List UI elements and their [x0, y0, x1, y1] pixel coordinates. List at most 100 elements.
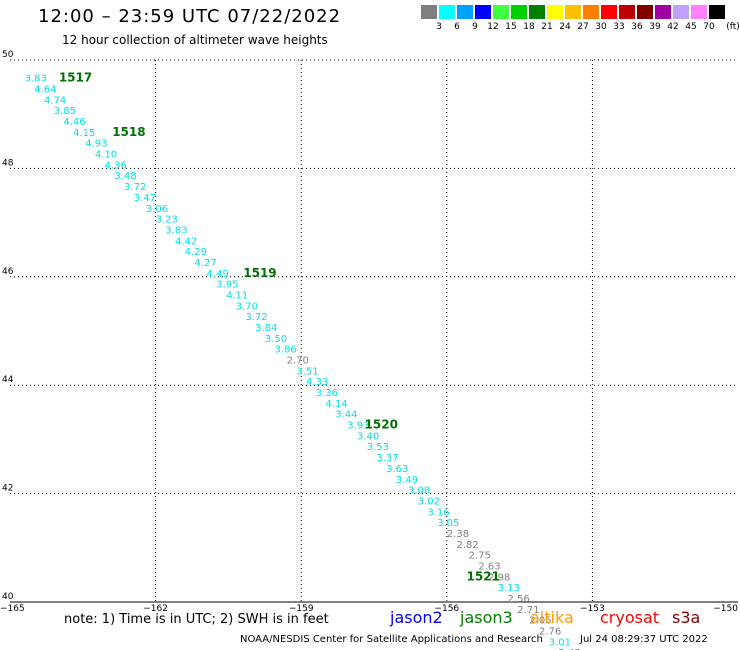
- swh-value: 3.37: [376, 453, 398, 464]
- swh-value: 2.45: [558, 648, 580, 650]
- legend-swatch: [637, 5, 653, 19]
- legend-swatch: [421, 5, 437, 19]
- footer-note: note: 1) Time is in UTC; 2) SWH is in fe…: [64, 612, 329, 627]
- swh-value: 4.27: [194, 258, 216, 269]
- swh-value: 3.05: [437, 518, 459, 529]
- legend-label: 15: [505, 22, 517, 32]
- legend-label: 21: [541, 22, 553, 32]
- lat-tick-label: 50: [2, 50, 14, 60]
- generated-timestamp: Jul 24 08:29:37 UTC 2022: [580, 634, 708, 645]
- swh-value: 3.53: [367, 442, 389, 453]
- swh-value: 4.10: [95, 150, 117, 161]
- swh-value: 4.42: [175, 236, 197, 247]
- legend-label: 36: [631, 22, 643, 32]
- sat-jason3: jason3: [460, 608, 513, 627]
- legend-label: 24: [559, 22, 571, 32]
- legend-label: 42: [667, 22, 679, 32]
- legend-swatch: [673, 5, 689, 19]
- swh-value: 4.74: [44, 95, 66, 106]
- lat-tick-label: 46: [2, 267, 14, 277]
- swh-value: 4.49: [207, 269, 229, 280]
- swh-value: 2.38: [447, 529, 469, 540]
- legend-swatch: [691, 5, 707, 19]
- swh-value: 4.15: [73, 128, 95, 139]
- swh-value: 4.36: [105, 160, 127, 171]
- lat-tick-label: 42: [2, 484, 13, 494]
- swh-value: 3.85: [54, 106, 76, 117]
- swh-value: 3.40: [357, 431, 379, 442]
- pass-number-label: 1518: [112, 125, 145, 139]
- lon-tick-label: −162: [143, 604, 168, 614]
- swh-value: 3.13: [498, 583, 520, 594]
- legend-unit: (ft): [726, 22, 740, 32]
- swh-value: 3.72: [124, 182, 146, 193]
- swh-value: 4.33: [306, 377, 328, 388]
- swh-value: 4.29: [185, 247, 207, 258]
- legend-label: 30: [595, 22, 607, 32]
- swh-value: 3.47: [134, 193, 156, 204]
- pass-number-label: 1520: [365, 418, 398, 432]
- legend-label: 33: [613, 22, 625, 32]
- lat-tick-label: 40: [2, 592, 14, 602]
- legend-label: 9: [472, 22, 478, 32]
- swh-value: 2.56: [507, 594, 529, 605]
- legend-label: 27: [577, 22, 589, 32]
- swh-value: 2.05: [529, 616, 551, 627]
- legend-swatch: [583, 5, 599, 19]
- swh-value: 3.23: [156, 215, 178, 226]
- legend-swatch: [547, 5, 563, 19]
- sat-altika: altika: [530, 608, 574, 627]
- lon-tick-label: −150: [713, 604, 738, 614]
- lat-tick-label: 48: [2, 158, 14, 168]
- swh-value: 3.06: [146, 204, 168, 215]
- lon-tick-label: −156: [434, 604, 459, 614]
- legend-label: 39: [649, 22, 661, 32]
- legend-swatch: [457, 5, 473, 19]
- swh-value: 3.16: [427, 507, 449, 518]
- swh-value: 2.71: [517, 605, 539, 616]
- swh-value: 4.64: [34, 85, 56, 96]
- swh-value: 3.01: [549, 637, 571, 648]
- legend-label: 18: [523, 22, 535, 32]
- swh-value: 2.82: [457, 540, 479, 551]
- page-title: 12:00 – 23:59 UTC 07/22/2022: [38, 6, 342, 27]
- pass-number-label: 1517: [59, 71, 92, 85]
- swh-value: 3.84: [255, 323, 277, 334]
- swh-value: 2.98: [488, 572, 510, 583]
- legend-swatch: [655, 5, 671, 19]
- swh-value: 2.70: [287, 356, 309, 367]
- swh-value: 3.36: [316, 388, 338, 399]
- legend-swatch: [619, 5, 635, 19]
- legend-label: 70: [703, 22, 715, 32]
- sat-cryosat: cryosat: [600, 608, 660, 627]
- swh-value: 2.75: [469, 551, 491, 562]
- swh-value: 4.11: [226, 290, 248, 301]
- legend-swatch: [439, 5, 455, 19]
- lon-tick-label: −153: [580, 604, 605, 614]
- legend-swatch: [565, 5, 581, 19]
- swh-value: 3.95: [216, 280, 238, 291]
- lon-tick-label: −159: [289, 604, 314, 614]
- legend-swatch: [475, 5, 491, 19]
- credit-line: NOAA/NESDIS Center for Satellite Applica…: [240, 634, 543, 645]
- swh-value: 2.76: [539, 627, 561, 638]
- swh-value: 3.44: [335, 410, 357, 421]
- swh-value: 3.48: [114, 171, 136, 182]
- lon-tick-label: −165: [0, 604, 25, 614]
- legend-swatch: [709, 5, 725, 19]
- lat-tick-label: 44: [2, 375, 14, 385]
- swh-value: 3.70: [236, 301, 258, 312]
- swh-value: 3.49: [396, 475, 418, 486]
- legend-swatch: [511, 5, 527, 19]
- pass-number-label: 1519: [243, 266, 276, 280]
- swh-value: 3.63: [386, 464, 408, 475]
- legend-label: 6: [454, 22, 460, 32]
- page-subtitle: 12 hour collection of altimeter wave hei…: [62, 33, 328, 47]
- legend-label: 3: [436, 22, 442, 32]
- legend-label: 45: [685, 22, 697, 32]
- swh-value: 3.83: [25, 74, 47, 85]
- swh-value: 3.86: [275, 345, 297, 356]
- legend-swatch: [493, 5, 509, 19]
- swh-value: 3.83: [165, 225, 187, 236]
